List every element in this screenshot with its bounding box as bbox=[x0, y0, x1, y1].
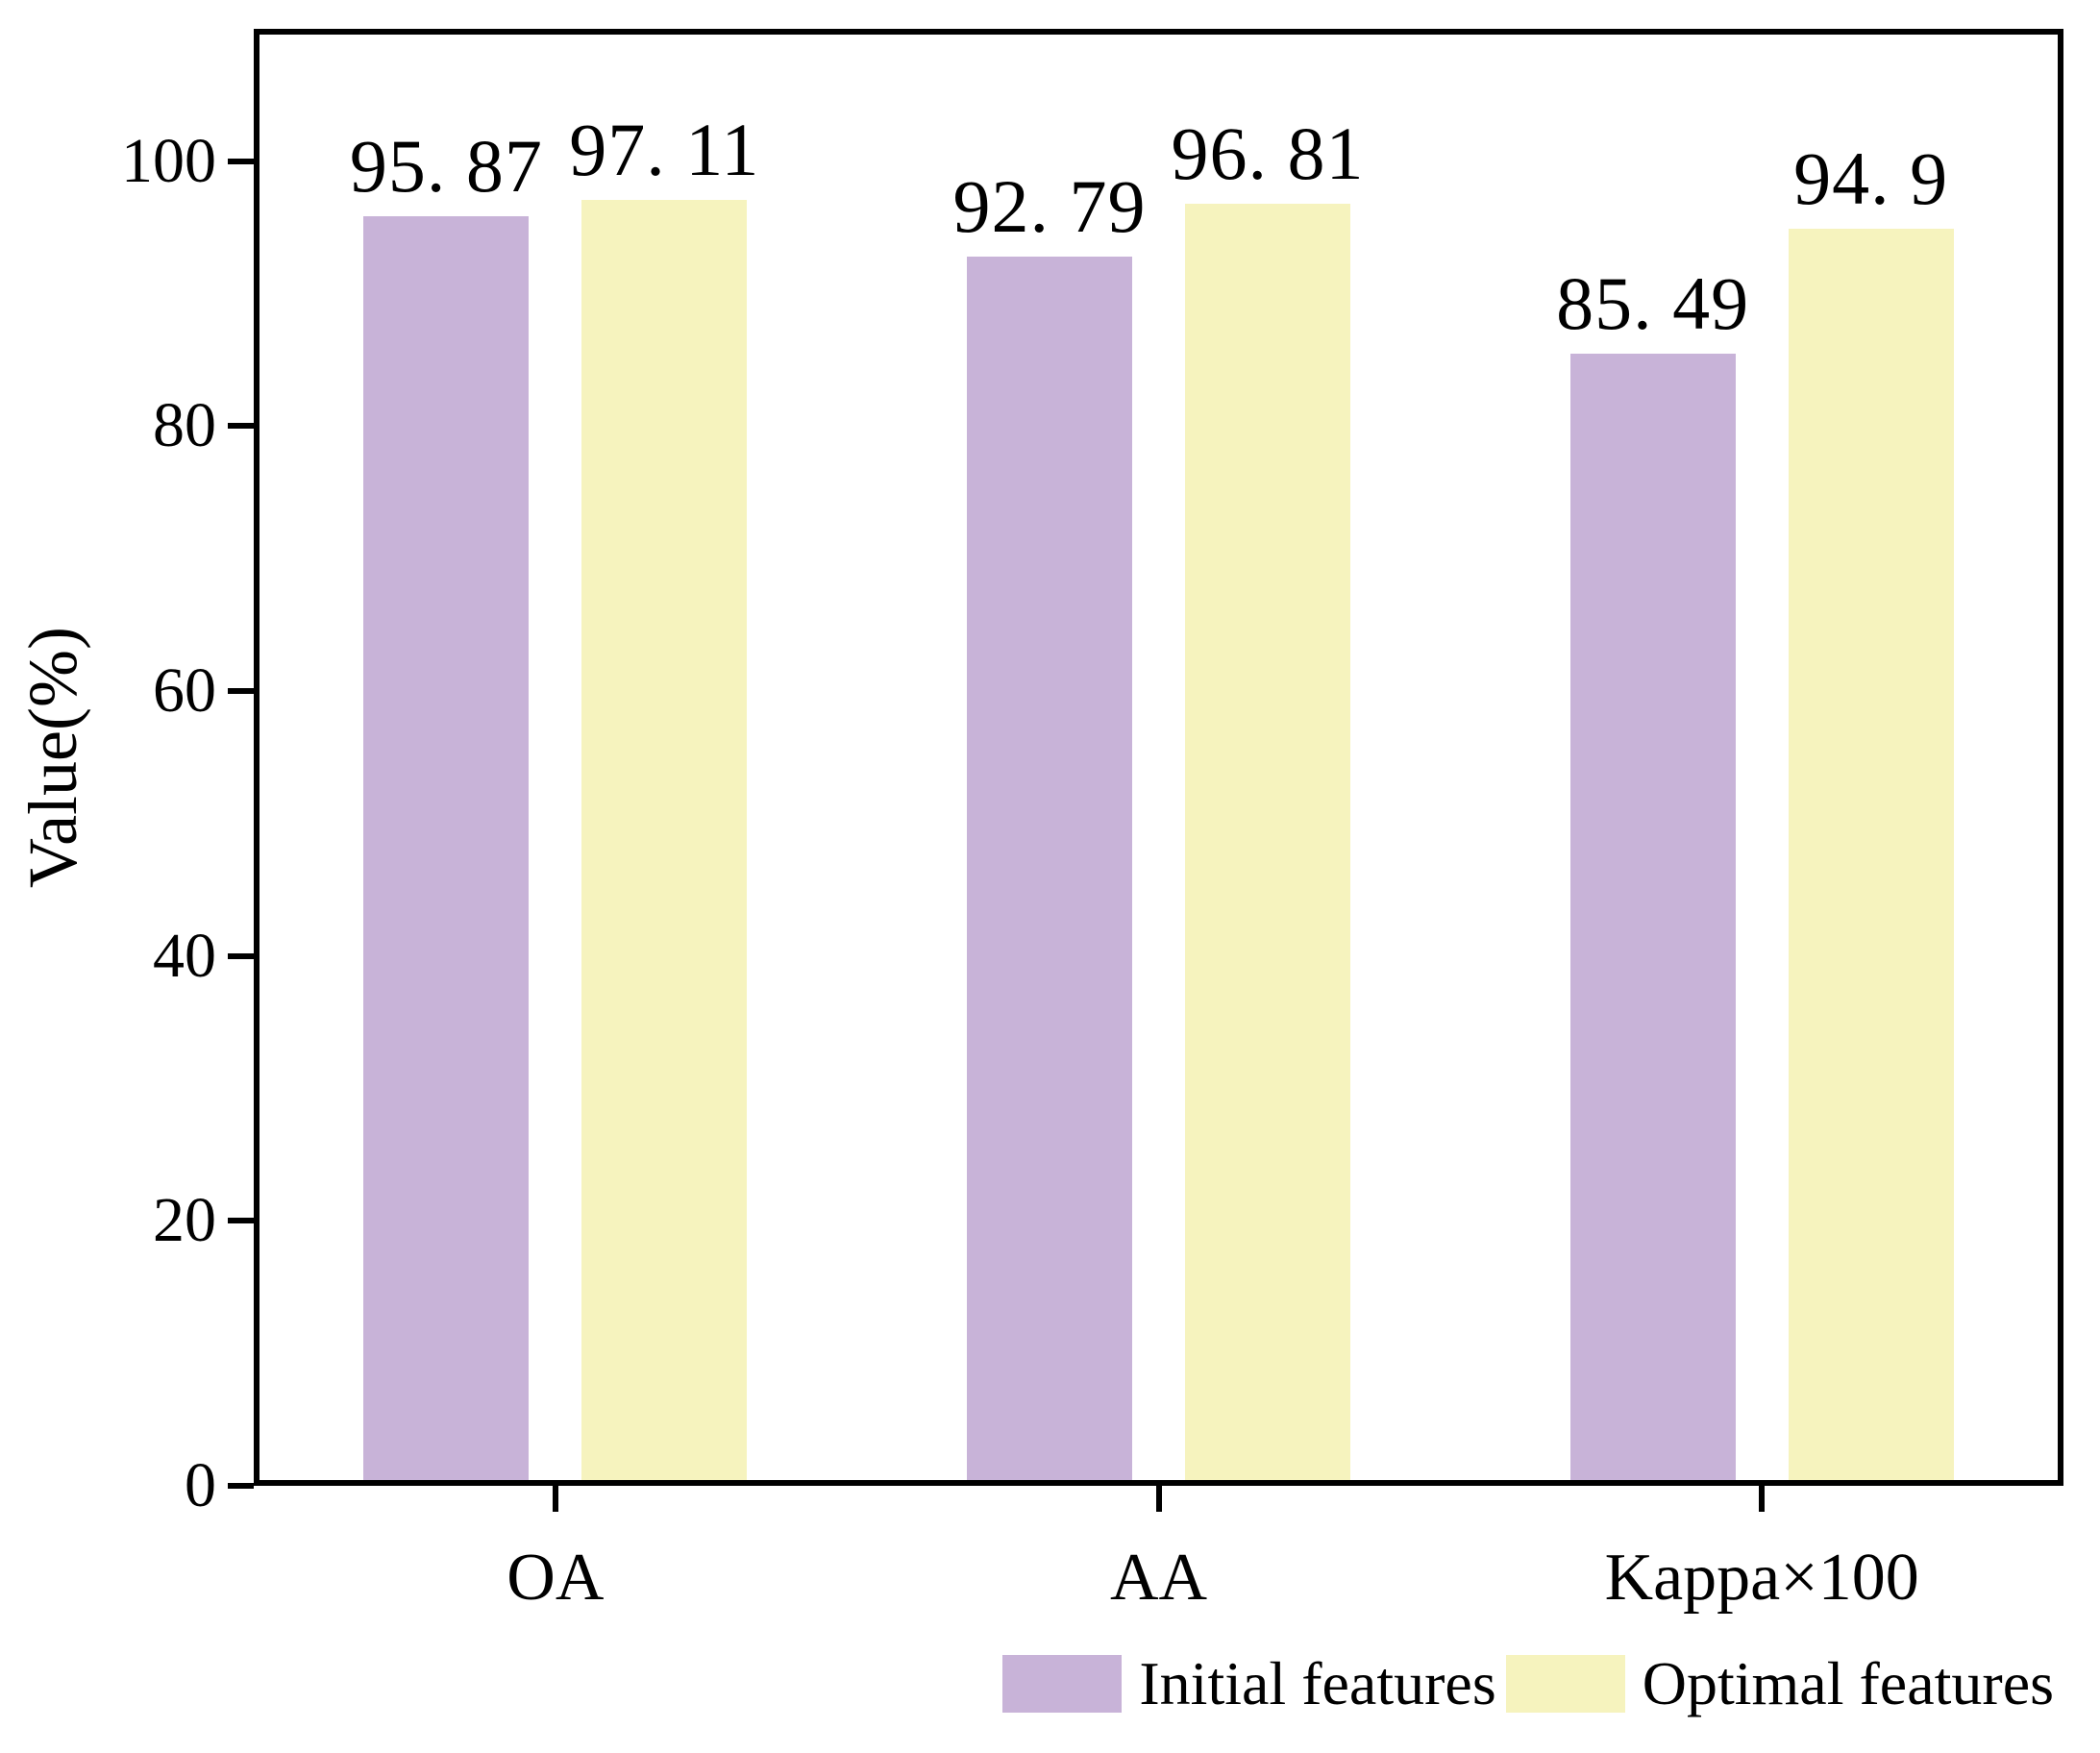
bar-initial-features-oa bbox=[363, 215, 530, 1486]
x-tick-mark bbox=[1155, 1483, 1162, 1512]
bar-initial-features-aa bbox=[967, 257, 1132, 1486]
bar-value-label: 85. 49 bbox=[1556, 260, 1750, 345]
bar-value-label: 95. 87 bbox=[349, 123, 543, 208]
bar-value-label: 94. 9 bbox=[1793, 136, 1949, 221]
legend-swatch-optimal-features bbox=[1505, 1655, 1625, 1713]
y-tick-mark bbox=[228, 158, 254, 164]
bar-optimal-features-kappa-100 bbox=[1788, 229, 1954, 1486]
legend-label: Initial features bbox=[1139, 1649, 1496, 1717]
x-tick-mark bbox=[1759, 1483, 1766, 1512]
y-tick-mark bbox=[228, 1218, 254, 1224]
legend-entry-optimal-features: Optimal features bbox=[1505, 1649, 2063, 1717]
legend-swatch-initial-features bbox=[1002, 1655, 1123, 1713]
bar-value-label: 96. 81 bbox=[1171, 111, 1365, 195]
y-tick-label: 100 bbox=[121, 125, 216, 196]
y-tick-label: 60 bbox=[153, 655, 216, 727]
x-tick-mark bbox=[552, 1483, 558, 1512]
x-tick-label-oa: OA bbox=[506, 1541, 605, 1615]
y-tick-label: 40 bbox=[153, 920, 216, 991]
legend-label: Optimal features bbox=[1642, 1649, 2054, 1717]
bar-optimal-features-oa bbox=[581, 199, 748, 1486]
y-tick-mark bbox=[228, 688, 254, 695]
bar-optimal-features-aa bbox=[1185, 203, 1350, 1486]
bar-value-label: 97. 11 bbox=[569, 107, 760, 191]
bar-value-label: 92. 79 bbox=[952, 164, 1147, 249]
y-tick-mark bbox=[228, 952, 254, 959]
y-tick-mark bbox=[228, 423, 254, 430]
y-tick-label: 0 bbox=[185, 1450, 216, 1520]
legend: Initial features Optimal features bbox=[1002, 1647, 2063, 1720]
y-tick-mark bbox=[228, 1483, 254, 1489]
legend-entry-initial-features: Initial features bbox=[1002, 1650, 1505, 1717]
y-tick-label: 20 bbox=[153, 1185, 216, 1256]
y-tick-label: 80 bbox=[153, 390, 216, 461]
x-tick-label-kappa-100: Kappa×100 bbox=[1604, 1541, 1919, 1615]
bar-initial-features-kappa-100 bbox=[1569, 353, 1736, 1486]
x-tick-label-aa: AA bbox=[1109, 1541, 1208, 1615]
